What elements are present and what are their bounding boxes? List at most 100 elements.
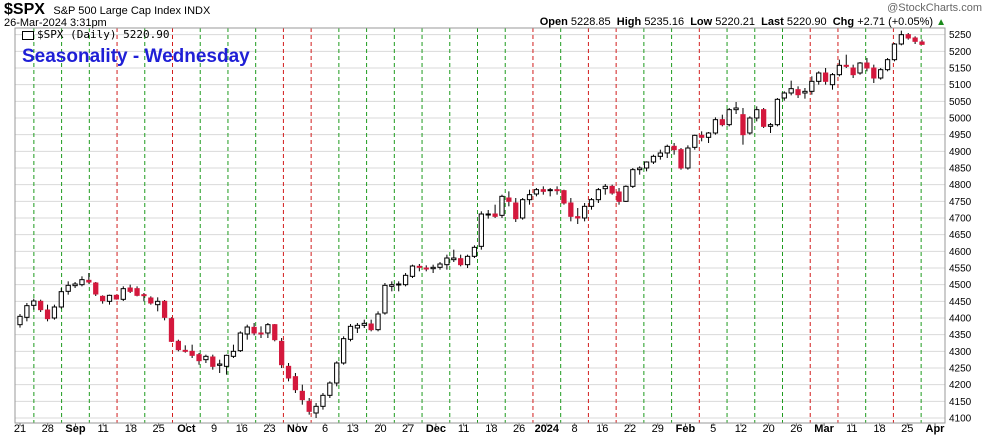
candle [733,102,739,114]
candle-body [884,59,891,71]
candle [671,143,677,155]
candle [182,345,188,353]
x-tick-label: 18 [873,423,885,435]
candle-body [272,324,278,341]
x-tick-label: Feb [676,423,696,435]
x-tick-label: 20 [374,423,386,435]
candle [347,324,354,342]
candle-body [24,305,30,318]
candle [767,123,774,133]
candle [155,297,161,312]
candle [712,117,719,135]
candle-body [492,213,498,217]
candle [788,80,794,96]
candle [148,296,154,305]
x-tick-label: 26 [513,423,525,435]
candle-body [581,205,588,219]
candle [843,54,849,68]
candle-body [86,279,92,283]
candle-body [223,354,230,367]
candle-body [458,258,464,266]
candle [499,194,505,218]
candle [334,361,340,387]
candle [127,284,133,293]
candle-body [58,291,64,308]
x-axis: 21 28 Sep 11 18 25 Oct 9 16 23 Nov 6 13 20 27 Dec 11 18 26… [14,423,945,435]
candle-body [905,34,911,39]
candle-body [72,283,78,287]
candle-body [705,132,712,138]
candle [99,295,106,304]
candle-body [44,309,51,320]
candle-body [499,195,505,216]
candle [258,326,264,338]
candle [581,203,588,222]
candle [822,68,829,85]
high-value: 5235.16 [644,16,685,28]
candle [719,114,725,127]
candle [760,108,767,128]
candle-body [31,300,37,306]
candle-body [402,274,409,286]
candle-body [189,350,195,356]
candle [306,398,312,415]
candle-body [568,202,574,217]
candle [402,273,409,287]
candle-body [155,300,161,306]
candle-body [182,349,188,352]
candle-body [850,67,856,76]
candle-body [609,185,615,194]
candle-body [678,149,684,169]
x-tick-label: Sep [65,423,85,435]
y-tick-label: 5250 [949,30,972,41]
candle-body [416,265,422,268]
x-tick-label: 28 [42,423,54,435]
candle [802,88,808,99]
candle-body [878,69,884,79]
candle [754,106,760,122]
weekly-marker-lines [33,28,922,423]
candle [643,161,650,172]
candle [878,68,884,80]
ticker-symbol: $SPX [4,1,45,18]
x-tick-label: 18 [125,423,137,435]
candle [237,331,243,352]
candle-body [616,191,622,202]
candle-body [692,134,698,148]
candle [416,264,422,272]
candle-body [843,64,849,67]
candle [375,311,381,332]
candle-body [361,322,367,326]
candle-body [334,362,340,384]
candle [513,198,519,222]
candle-body [809,80,815,92]
candle-body [919,41,925,45]
candle [623,185,629,202]
candle-body [740,114,746,136]
y-tick-label: 4250 [949,364,972,375]
candle [520,198,526,220]
candle-body [781,92,787,99]
candle [251,323,257,336]
candle-body [829,74,836,86]
candle-body [471,246,478,257]
y-tick-label: 4900 [949,147,972,158]
candle-body [292,376,299,391]
candle-body [712,119,719,134]
open-value: 5228.85 [570,16,611,28]
candle [464,254,471,268]
candle [93,282,99,296]
candle [485,210,491,219]
candle [175,339,182,352]
candle [86,273,92,284]
candle-body [699,134,705,138]
candle [31,298,37,310]
y-tick-label: 4950 [949,130,972,141]
y-tick-label: 4850 [949,164,972,175]
y-tick-label: 4750 [949,197,972,208]
candle [478,211,484,250]
candle-body [17,315,23,326]
candle-body [306,400,312,412]
candle [65,281,71,295]
